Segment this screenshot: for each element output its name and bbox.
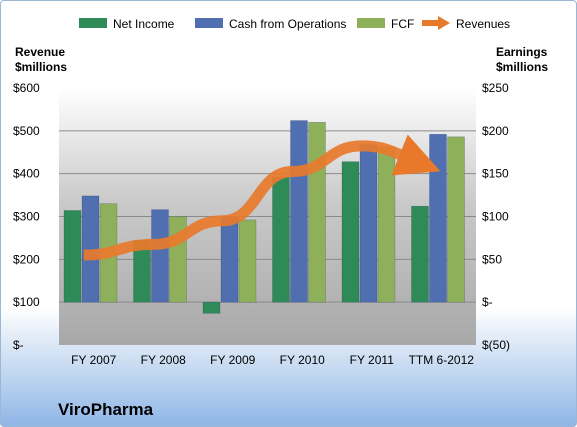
- bar: [202, 301, 221, 314]
- legend-item: Revenues: [422, 16, 510, 31]
- right-axis-ticks: $(50) $- $50 $100 $150 $200 $250: [482, 81, 510, 352]
- bar: [429, 133, 447, 303]
- revenue-line: [83, 134, 441, 261]
- legend-item: FCF: [357, 17, 414, 31]
- right-tick-label: $-: [482, 295, 493, 309]
- right-tick-label: $250: [482, 81, 509, 95]
- axis-title-line: $millions: [496, 60, 548, 74]
- bar: [341, 161, 360, 303]
- left-axis-title: Revenue $millions: [15, 45, 67, 74]
- left-tick-label: $600: [13, 81, 40, 95]
- legend-swatch: [357, 18, 385, 28]
- x-axis-ticks: FY 2007 FY 2008 FY 2009 FY 2010 FY 2011 TTM 6…: [71, 353, 474, 367]
- legend: Net Income Cash from Operations FCF Revenue…: [79, 16, 510, 31]
- bar: [308, 121, 326, 303]
- legend-label: FCF: [391, 17, 414, 31]
- right-tick-label: $200: [482, 124, 509, 138]
- bars: [63, 120, 465, 314]
- revenue-series: [83, 134, 441, 261]
- bar: [377, 146, 396, 303]
- legend-swatch: [195, 18, 223, 28]
- right-tick-label: $(50): [482, 338, 510, 352]
- axis-title-line: Revenue: [15, 45, 65, 59]
- left-axis-ticks: $- $100 $200 $300 $400 $500 $600: [13, 81, 40, 352]
- x-tick-label: TTM 6-2012: [409, 353, 475, 367]
- left-tick-label: $400: [13, 167, 40, 181]
- bar: [447, 136, 465, 303]
- legend-item: Cash from Operations: [195, 17, 346, 31]
- legend-label: Net Income: [113, 17, 175, 31]
- bar: [359, 144, 378, 303]
- legend-swatch: [79, 18, 107, 28]
- bar: [411, 205, 429, 303]
- left-tick-label: $100: [13, 295, 40, 309]
- right-tick-label: $50: [482, 252, 502, 266]
- legend-arrow-head: [438, 16, 450, 30]
- bar: [238, 219, 257, 303]
- legend-label: Revenues: [456, 17, 510, 31]
- x-tick-label: FY 2011: [350, 353, 395, 367]
- bar: [63, 210, 82, 303]
- legend-item: Net Income: [79, 17, 175, 31]
- left-tick-label: $200: [13, 252, 40, 266]
- left-tick-label: $500: [13, 124, 40, 138]
- x-tick-label: FY 2010: [280, 353, 325, 367]
- axis-title-line: Earnings: [496, 45, 548, 59]
- right-tick-label: $150: [482, 167, 509, 181]
- company-name: ViroPharma: [58, 400, 154, 419]
- legend-label: Cash from Operations: [229, 17, 346, 31]
- x-tick-label: FY 2009: [210, 353, 255, 367]
- gridlines: [59, 130, 476, 303]
- bar: [220, 217, 239, 303]
- bar: [290, 120, 308, 303]
- x-tick-label: FY 2008: [141, 353, 186, 367]
- bar: [272, 176, 290, 303]
- right-axis-title: Earnings $millions: [496, 45, 548, 74]
- bar: [151, 209, 169, 303]
- right-tick-label: $100: [482, 210, 509, 224]
- axis-title-line: $millions: [15, 60, 67, 74]
- x-tick-label: FY 2007: [71, 353, 116, 367]
- left-tick-label: $300: [13, 210, 40, 224]
- left-tick-label: $-: [13, 338, 24, 352]
